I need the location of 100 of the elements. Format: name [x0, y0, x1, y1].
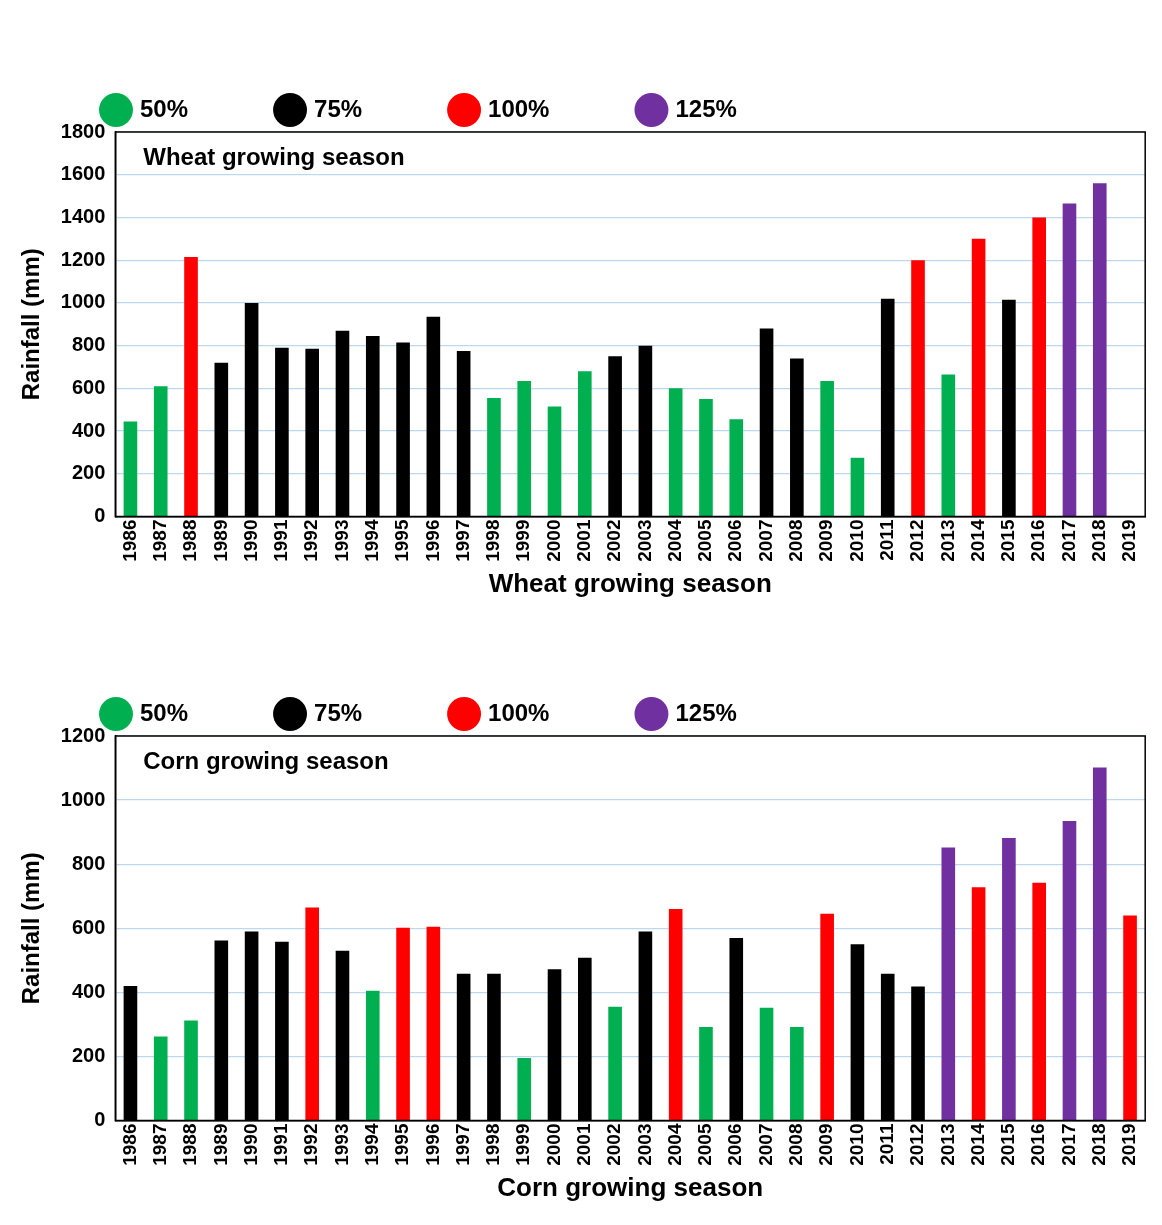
bar: [1123, 915, 1137, 1120]
x-axis-title: Wheat growing season: [488, 567, 772, 598]
x-tick-label: 2015: [997, 519, 1019, 562]
bar: [759, 1007, 774, 1120]
bar: [547, 406, 562, 516]
bar: [184, 256, 198, 516]
x-tick-label: 2007: [754, 1123, 776, 1166]
x-tick-label: 2010: [845, 1123, 867, 1166]
bar: [487, 397, 501, 516]
x-tick-label: 1990: [239, 519, 261, 562]
x-tick-label: 1995: [391, 1123, 413, 1166]
x-tick-label: 2012: [906, 1123, 928, 1166]
y-tick-label: 1000: [60, 290, 106, 313]
x-tick-label: 2009: [815, 1123, 837, 1166]
x-tick-label: 2016: [1027, 1123, 1049, 1166]
bar: [153, 386, 168, 516]
bar: [1002, 837, 1016, 1120]
x-tick-label: 2019: [1118, 1123, 1140, 1166]
bar: [608, 1006, 622, 1120]
text: Wheat growing season: [143, 142, 405, 170]
bar: [1092, 183, 1107, 516]
bar: [971, 887, 986, 1120]
bar: [1032, 217, 1046, 516]
y-tick-label: 1200: [60, 247, 106, 270]
bar: [941, 847, 956, 1120]
bar: [153, 1036, 168, 1120]
x-tick-label: 1997: [451, 519, 473, 562]
x-tick-label: 1989: [209, 519, 231, 562]
y-tick-label: 400: [71, 418, 106, 441]
x-tick-label: 2007: [754, 519, 776, 562]
y-tick-label: 0: [94, 1108, 106, 1131]
x-tick-label: 2006: [724, 1123, 746, 1166]
x-tick-label: 1992: [300, 519, 322, 562]
x-tick-label: 2012: [906, 519, 928, 562]
bar: [820, 913, 834, 1120]
bar: [1032, 882, 1046, 1120]
y-tick-label: 1600: [60, 162, 106, 185]
x-tick-label: 1998: [482, 519, 504, 562]
x-tick-label: 1989: [209, 1123, 231, 1166]
x-tick-label: 2000: [542, 519, 564, 562]
bar: [699, 1026, 713, 1120]
x-tick-label: 2000: [542, 1123, 564, 1166]
x-tick-label: 2013: [936, 519, 958, 562]
x-tick-label: 2001: [573, 1123, 595, 1166]
legend-label: 75%: [314, 698, 363, 726]
bar: [971, 238, 986, 516]
x-tick-label: 1987: [148, 1123, 170, 1166]
bar: [790, 1026, 804, 1120]
x-tick-label: 1990: [239, 1123, 261, 1166]
x-tick-label: 2009: [815, 519, 837, 562]
y-tick-label: 0: [94, 504, 106, 527]
legend-label: 125%: [675, 94, 737, 122]
legend-label: 100%: [488, 94, 550, 122]
legend-label: 100%: [488, 698, 550, 726]
x-axis-title: Corn growing season: [497, 1171, 764, 1202]
x-tick-label: 2014: [966, 519, 988, 562]
y-tick-label: 800: [71, 333, 106, 356]
x-tick-label: 1988: [179, 1123, 201, 1166]
bar: [426, 926, 441, 1120]
bar: [911, 260, 925, 516]
x-tick-label: 1986: [118, 519, 140, 562]
x-tick-label: 2010: [845, 519, 867, 562]
bar: [396, 927, 410, 1120]
x-tick-label: 2019: [1118, 519, 1140, 562]
x-tick-label: 1993: [330, 1123, 352, 1166]
x-tick-label: 1993: [330, 519, 352, 562]
y-tick-label: 1000: [60, 787, 106, 810]
x-tick-label: 1992: [300, 1123, 322, 1166]
x-tick-label: 2002: [603, 519, 625, 562]
bar: [850, 457, 865, 516]
bar: [123, 421, 138, 516]
legend-label: 125%: [675, 698, 737, 726]
x-tick-label: 1988: [179, 519, 201, 562]
x-tick-label: 2013: [936, 1123, 958, 1166]
y-tick-label: 600: [71, 375, 106, 398]
bar: [729, 419, 744, 516]
legend-label: 50%: [140, 94, 189, 122]
x-tick-label: 1991: [270, 519, 292, 562]
bar: [1092, 767, 1107, 1120]
bar: [668, 388, 683, 516]
y-tick-label: 200: [71, 1043, 106, 1066]
x-tick-label: 2008: [785, 519, 807, 562]
text: Corn growing season: [143, 746, 389, 774]
x-tick-label: 1994: [361, 519, 382, 562]
bar: [365, 990, 380, 1120]
x-tick-label: 1991: [270, 1123, 292, 1166]
x-tick-label: 2005: [694, 519, 716, 562]
x-tick-label: 2011: [875, 519, 897, 561]
bar: [941, 374, 956, 516]
legend-label: 75%: [314, 94, 363, 122]
bar: [184, 1020, 198, 1120]
bar: [820, 380, 834, 516]
bar: [517, 1058, 532, 1120]
x-tick-label: 2015: [997, 1123, 1019, 1166]
bar: [577, 371, 592, 516]
bar: [699, 399, 713, 516]
x-tick-label: 1998: [482, 1123, 504, 1166]
y-tick-label: 400: [71, 979, 106, 1002]
x-tick-label: 1999: [512, 519, 534, 562]
x-tick-label: 2004: [663, 519, 685, 562]
